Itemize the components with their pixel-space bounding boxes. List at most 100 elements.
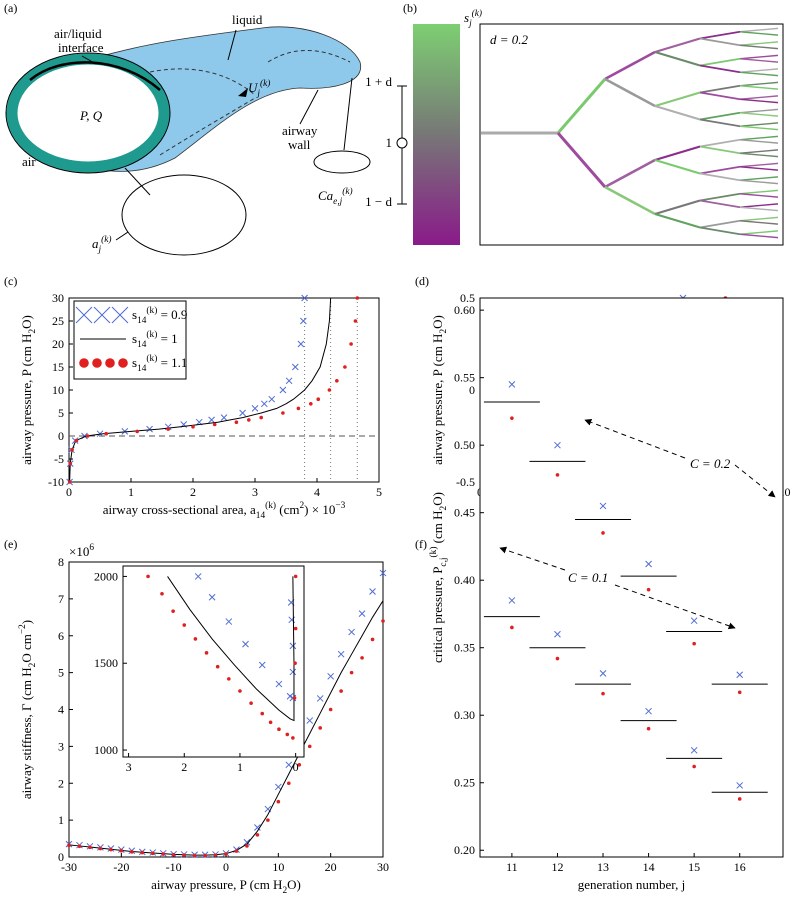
x-marker [194, 573, 202, 580]
dot-marker [335, 379, 339, 383]
dot-marker [297, 763, 302, 767]
x-marker [274, 783, 282, 791]
dot-marker [161, 852, 165, 856]
y-tick-label: 0 [58, 429, 64, 443]
y-tick-label: 8 [58, 555, 64, 569]
pointer-lines [81, 29, 353, 241]
y-axis-label-part: critical pressure, [430, 574, 445, 663]
legend-label-part: s [132, 355, 137, 370]
x-tick-label: 0 [66, 485, 72, 499]
legend-label-part: = 0.9 [157, 307, 187, 322]
dot-marker [135, 429, 139, 434]
x-tick-label: 3 [126, 760, 132, 774]
annotation: C = 0.2 [690, 456, 731, 471]
colorbar-label-part: s [464, 10, 469, 25]
tree-branch [699, 84, 741, 94]
dot-marker [77, 844, 82, 849]
dot-marker [140, 850, 145, 855]
tree-branch [699, 192, 741, 202]
dot-marker [67, 843, 71, 847]
x-axis-label: generation number, j [578, 877, 685, 892]
tree-branch [739, 27, 779, 33]
x-marker [690, 617, 698, 625]
y-tick-label: 0.20 [454, 843, 475, 857]
tree-branch [699, 199, 741, 209]
y-tick-label: 0.25 [454, 776, 475, 790]
tree-branch [739, 125, 779, 131]
panel-label: (e) [4, 537, 17, 551]
dot-marker [160, 591, 164, 596]
dot-marker [601, 531, 605, 535]
tree-branch [739, 85, 779, 90]
y-tick-label: 0.40 [454, 573, 475, 587]
y-tick-label: -0.5 [456, 475, 475, 489]
x-axis-label-part: (cm [276, 502, 299, 517]
x-axis-label-part: (k) [265, 500, 276, 511]
x-marker [316, 695, 324, 702]
x-axis-label-part: airway pressure, P (cm H [151, 877, 282, 892]
tree-branch [739, 230, 779, 235]
y-axis-label-part: 2 [28, 329, 38, 334]
dot-marker [343, 365, 347, 369]
y-tick-label: 10 [52, 383, 64, 397]
tree-branch [739, 112, 779, 117]
dot-marker [318, 726, 323, 730]
x-marker [275, 680, 283, 688]
y-tick-label: 20 [52, 337, 64, 351]
panel-label: (f) [415, 537, 427, 551]
ring-edge [5, 52, 171, 174]
tree-branch [654, 37, 701, 54]
x-marker [554, 441, 561, 449]
dot-marker [381, 619, 385, 623]
y-axis-label-part: 2 [439, 329, 449, 334]
dot-marker [692, 764, 696, 769]
x-marker [645, 707, 652, 715]
tree-branch [604, 158, 656, 189]
dot-marker [349, 342, 353, 346]
plot-frame [479, 297, 784, 858]
tree-branch [654, 91, 701, 108]
flow-label-part: j [256, 89, 260, 99]
y-tick-label: 30 [52, 291, 64, 305]
tree-branch [739, 68, 779, 73]
area-ellipse [121, 174, 247, 256]
dot-marker [182, 623, 187, 627]
y-axis-label-part: O) [430, 492, 445, 506]
x-marker [348, 628, 355, 636]
y-tick-label: 25 [52, 314, 64, 328]
dot-marker [109, 847, 113, 852]
panel-label: (a) [4, 1, 17, 15]
y-axis-label: critical pressure, Pc,j(k) (cm H2O) [428, 492, 449, 663]
dot-marker [213, 853, 218, 857]
tree-branch [654, 199, 701, 216]
label: air/liquid [54, 26, 102, 41]
label: liquid [232, 12, 263, 27]
dot-marker [646, 587, 651, 592]
y-tick-label: 0.35 [454, 641, 475, 655]
dot-marker [692, 641, 696, 646]
dot-marker [309, 402, 313, 406]
legend-label-part: (k) [146, 305, 157, 316]
tree-branch [699, 118, 741, 128]
x-marker [208, 416, 215, 424]
flow-label-part: (k) [260, 78, 270, 89]
flow-label: Uj(k) [248, 78, 270, 99]
tree-branch [699, 219, 741, 229]
legend-label-part: 14 [137, 316, 147, 326]
panel-label: (b) [403, 1, 417, 15]
x-marker [260, 400, 268, 408]
x-tick-label: 1 [128, 485, 134, 499]
x-tick-label: 14 [643, 860, 655, 874]
x-marker [300, 317, 307, 325]
x-axis-label-part: airway cross-sectional area, [103, 502, 250, 517]
tree-branch [739, 98, 779, 104]
x-tick-label: 2 [181, 760, 187, 774]
x-marker [75, 306, 93, 324]
y-axis-label: airway stiffness, Γ (cm H2O cm−2) [18, 620, 38, 799]
dot-marker [555, 473, 560, 477]
tree-branch [739, 203, 779, 208]
dot-marker [737, 797, 742, 801]
x-tick-label: 2 [190, 485, 196, 499]
y-axis-label: airway pressure, P (cm H2O) [19, 315, 38, 465]
label: wall [288, 137, 311, 152]
